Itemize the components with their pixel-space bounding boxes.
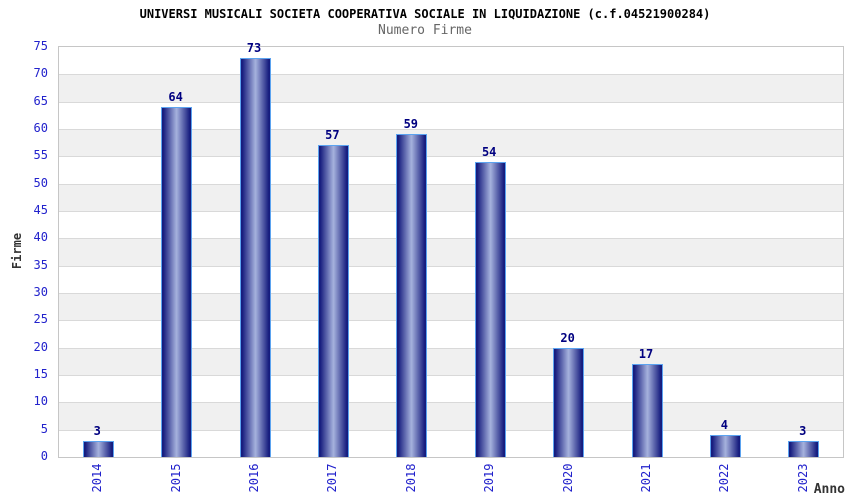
bar-value-label: 3 — [799, 423, 807, 438]
bar-value-label: 17 — [638, 347, 654, 362]
y-tick-label: 60 — [33, 121, 48, 135]
bar-value-label: 59 — [403, 117, 419, 132]
gridline — [59, 238, 843, 240]
y-tick-label: 45 — [33, 203, 48, 217]
bar-2016 — [239, 57, 271, 457]
gridline — [59, 402, 843, 404]
bar-2019 — [474, 161, 506, 457]
gridline — [59, 293, 843, 294]
bar-value-label: 54 — [481, 144, 497, 159]
y-tick-label: 40 — [33, 230, 48, 245]
y-tick-label: 35 — [33, 257, 48, 272]
bar-2015 — [161, 107, 193, 457]
plot-stripe — [59, 47, 843, 75]
y-tick-label: 50 — [33, 175, 48, 190]
x-tick-label: 2017 — [325, 463, 340, 493]
y-tick-label: 55 — [33, 148, 48, 163]
bar-2020 — [553, 347, 585, 457]
gridline — [59, 183, 843, 185]
x-tick-label: 2022 — [717, 463, 732, 493]
y-tick-label: 25 — [33, 312, 48, 327]
x-tick-label: 2021 — [639, 463, 653, 493]
y-tick-label: 10 — [33, 394, 48, 409]
x-axis-title: Anno — [813, 482, 845, 497]
bar-2022 — [709, 435, 741, 457]
x-tick-label: 2014 — [90, 463, 105, 493]
bar-value-label: 64 — [168, 90, 183, 105]
plot-stripe — [59, 74, 843, 102]
bar-value-label: 57 — [325, 128, 340, 143]
bar-value-label: 4 — [720, 418, 728, 433]
x-tick-label: 2020 — [560, 463, 575, 493]
gridline — [59, 265, 843, 267]
gridline — [59, 375, 843, 376]
gridline — [59, 211, 843, 212]
bar-value-label: 73 — [246, 40, 262, 55]
gridline — [59, 320, 843, 322]
bar-2023 — [788, 440, 820, 457]
y-tick-label: 75 — [33, 39, 48, 53]
bar-2021 — [631, 364, 663, 457]
x-tick-label: 2016 — [247, 463, 261, 493]
gridline — [59, 347, 843, 349]
plot-area — [58, 46, 844, 458]
y-tick-label: 70 — [33, 66, 48, 81]
bar-2014 — [82, 440, 114, 457]
bar-2018 — [396, 134, 428, 457]
chart-title: UNIVERSI MUSICALI SOCIETA COOPERATIVA SO… — [139, 7, 711, 21]
y-tick-label: 65 — [33, 93, 48, 108]
gridline — [59, 429, 843, 431]
gridline — [59, 101, 843, 103]
gridline — [59, 129, 843, 130]
x-tick-label: 2023 — [795, 463, 810, 493]
y-tick-label: 15 — [33, 367, 48, 381]
y-tick-label: 5 — [40, 421, 48, 436]
y-tick-label: 30 — [33, 285, 48, 299]
y-tick-label: 0 — [40, 449, 48, 463]
x-tick-label: 2019 — [482, 463, 497, 493]
bar-value-label: 20 — [560, 330, 575, 345]
x-tick-label: 2018 — [403, 463, 418, 493]
gridline — [59, 74, 843, 76]
chart-subtitle: Numero Firme — [378, 23, 472, 38]
y-tick-label: 20 — [33, 339, 48, 354]
x-tick-label: 2015 — [168, 463, 183, 493]
bar-2017 — [317, 145, 349, 457]
gridline — [59, 156, 843, 158]
bar-value-label: 3 — [93, 423, 101, 438]
